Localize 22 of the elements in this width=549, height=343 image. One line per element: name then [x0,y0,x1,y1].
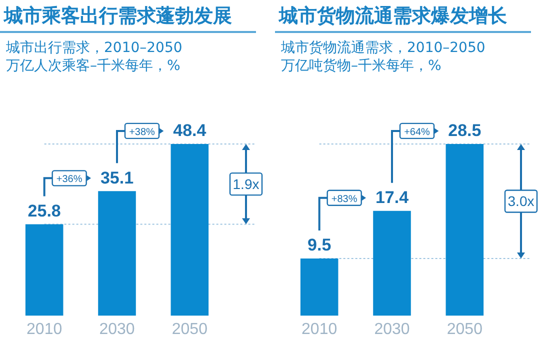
text: +64% [404,126,430,138]
data-label: 48.4 [173,121,207,140]
data-label: 35.1 [100,168,134,188]
annotation: +83% [331,194,358,205]
data-label: 9.5 [308,236,332,255]
x-tick-label: 2010 [302,320,338,338]
data-label: 25.8 [28,201,61,220]
chart-subtitle: 城市货物流通需求，2010–2050 万亿吨货物–千米每年，% [281,39,486,75]
x-tick-label: 2030 [374,320,410,338]
annotation: +36% [56,174,82,186]
annotation: 1.9x [232,176,260,192]
x-tick-label: 2010 [26,320,62,338]
annotation: 3.0x [508,193,534,210]
x-tick-label: 2030 [99,320,135,338]
chart-title: 城市货物流通需求爆发增长 [278,4,508,29]
chart-title: 城市乘客出行需求蓬勃发展 [2,4,233,29]
data-label: 28.5 [448,121,482,140]
x-tick-label: 2050 [172,320,208,338]
chart-subtitle: 城市出行需求，2010–2050 万亿人次乘客–千米每年，% [6,39,182,75]
x-tick-label: 2050 [446,320,483,338]
data-label: 17.4 [375,188,410,208]
text: +38% [129,126,156,138]
